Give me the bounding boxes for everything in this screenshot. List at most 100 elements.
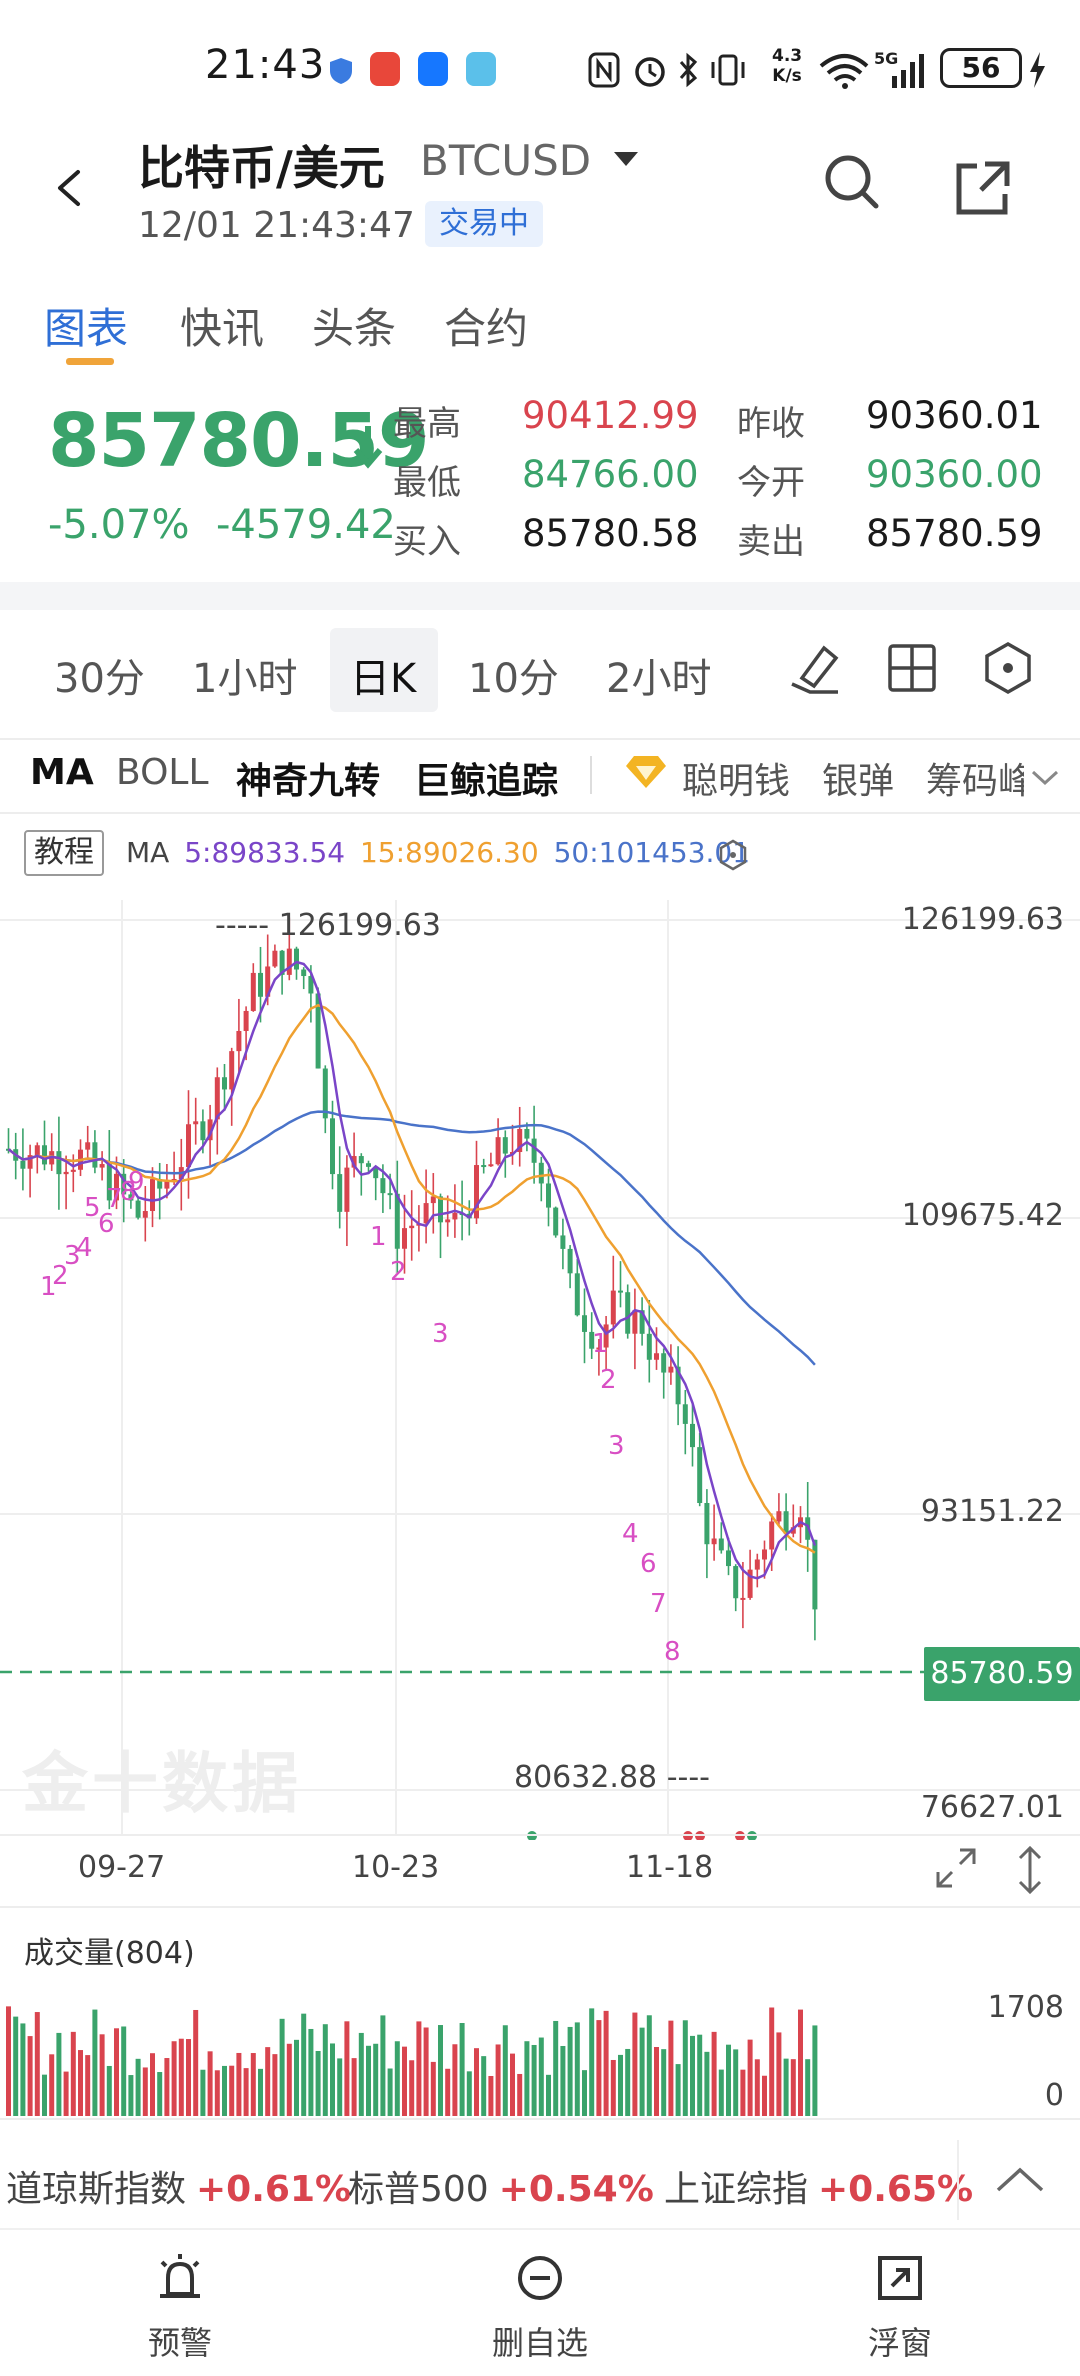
- nav-remove-watchlist[interactable]: 删自选: [440, 2250, 640, 2364]
- chevron-down-icon[interactable]: [614, 152, 638, 166]
- period-daily[interactable]: 日K: [350, 656, 417, 702]
- candle-body: [646, 1333, 652, 1360]
- ask-value: 85780.59: [866, 512, 1043, 555]
- chevron-up-icon[interactable]: [990, 2160, 1050, 2200]
- settings-hexagon-icon[interactable]: [980, 640, 1036, 696]
- volume-axis-top: 1708: [987, 1990, 1064, 2025]
- indicator-smart-money[interactable]: 聪明钱: [682, 761, 791, 802]
- volume-bar: [380, 2015, 386, 2116]
- vertical-resize-icon[interactable]: [1010, 1844, 1050, 1896]
- chevron-down-icon[interactable]: [1030, 768, 1060, 788]
- period-1h[interactable]: 1小时: [192, 656, 298, 702]
- nine-turn-marker: 6: [98, 1209, 115, 1239]
- nine-turn-marker: 9: [128, 1167, 145, 1197]
- volume-bar: [99, 2034, 105, 2116]
- indicator-whale-tracking[interactable]: 巨鲸追踪: [414, 761, 559, 802]
- diamond-icon: [626, 756, 666, 788]
- candle-body: [582, 1315, 587, 1332]
- volume-bar: [646, 2015, 652, 2116]
- candle-body: [322, 1068, 328, 1119]
- candle-body: [63, 1171, 69, 1175]
- nine-turn-marker: 7: [106, 1184, 123, 1214]
- volume-bar: [279, 2018, 285, 2116]
- back-icon[interactable]: [50, 168, 90, 208]
- volume-bar: [459, 2023, 465, 2116]
- volume-bar: [243, 2068, 249, 2116]
- candle-body: [589, 1331, 595, 1349]
- ticker-name: 道琼斯指数: [6, 2169, 187, 2210]
- last-price-tag: 85780.59: [924, 1647, 1080, 1701]
- volume-bar: [510, 2053, 515, 2116]
- bid-label: 买入: [393, 522, 461, 562]
- indicator-ma[interactable]: MA: [30, 752, 94, 793]
- volume-bar: [488, 2075, 494, 2116]
- layout-grid-icon[interactable]: [884, 640, 940, 696]
- volume-bar: [222, 2065, 227, 2116]
- price-axis-tick: 93151.22: [920, 1494, 1064, 1529]
- expand-icon[interactable]: [934, 1846, 978, 1890]
- volume-bar: [114, 2028, 119, 2116]
- candle-body: [603, 1324, 609, 1348]
- nine-turn-marker: 7: [650, 1589, 667, 1619]
- volume-bar: [387, 2068, 393, 2116]
- divider: [0, 812, 1080, 814]
- candle-body: [726, 1550, 731, 1567]
- nav-label: 浮窗: [867, 2324, 932, 2362]
- low-marker: 80632.88 ----: [514, 1760, 710, 1795]
- divider: [0, 1834, 1080, 1836]
- candle-body: [142, 1211, 148, 1218]
- alarm-icon: [160, 2254, 200, 2298]
- ticker-dow-jones[interactable]: 道琼斯指数 +0.61%: [6, 2160, 351, 2212]
- open-label: 今开: [737, 463, 805, 503]
- ma15-value: 15:89026.30: [359, 836, 539, 869]
- tab-flash-news[interactable]: 快讯: [180, 304, 265, 353]
- nine-turn-marker: 8: [664, 1637, 681, 1667]
- low-value: 84766.00: [522, 453, 699, 496]
- nine-turn-marker: 8: [120, 1177, 137, 1207]
- candle-body: [337, 1174, 343, 1212]
- ticker-sp500[interactable]: 标普500 +0.54%: [348, 2160, 654, 2212]
- indicator-boll[interactable]: BOLL: [116, 752, 209, 793]
- share-icon[interactable]: [955, 160, 1011, 216]
- candle-body: [315, 993, 321, 1069]
- candle-body: [445, 1219, 451, 1223]
- candle-body: [675, 1366, 681, 1405]
- volume-bar: [618, 2054, 623, 2116]
- candle-body: [610, 1290, 616, 1325]
- candle-body: [747, 1569, 753, 1598]
- volume-bar: [85, 2055, 91, 2116]
- ticker-shanghai[interactable]: 上证综指 +0.65%: [664, 2160, 973, 2212]
- nav-alert[interactable]: 预警: [80, 2250, 280, 2364]
- ticker-name: 标普500: [348, 2169, 489, 2210]
- candle-body: [358, 1156, 364, 1164]
- instrument-code[interactable]: BTCUSD: [420, 136, 592, 185]
- volume-bar: [718, 2069, 724, 2116]
- search-icon[interactable]: [822, 152, 882, 212]
- candle-body: [294, 948, 299, 970]
- volume-bar: [769, 2007, 775, 2116]
- volume-bar: [726, 2044, 731, 2116]
- volume-bar: [502, 2025, 508, 2116]
- tab-contracts[interactable]: 合约: [444, 304, 529, 353]
- tab-chart[interactable]: 图表: [44, 304, 129, 353]
- period-10m[interactable]: 10分: [468, 656, 559, 702]
- nav-float-window[interactable]: 浮窗: [800, 2250, 1000, 2364]
- period-30m[interactable]: 30分: [54, 656, 145, 702]
- settings-hexagon-icon[interactable]: [716, 838, 750, 872]
- candle-body: [668, 1366, 674, 1373]
- tab-headlines[interactable]: 头条: [312, 304, 397, 353]
- period-2h[interactable]: 2小时: [606, 656, 712, 702]
- volume-chart: [6, 2006, 818, 2116]
- nfc-icon: [588, 52, 620, 88]
- draw-tool-icon[interactable]: [788, 640, 844, 696]
- tutorial-button[interactable]: 教程: [24, 830, 104, 876]
- nine-turn-marker: 1: [370, 1222, 387, 1252]
- candle-body: [394, 1193, 400, 1249]
- indicator-nine-turns[interactable]: 神奇九转: [236, 761, 381, 802]
- indicator-silver-bullet[interactable]: 银弹: [822, 761, 895, 802]
- volume-bar: [286, 2043, 292, 2116]
- candle-body: [618, 1290, 623, 1293]
- ma5-value: 5:89833.54: [184, 836, 346, 869]
- indicator-chip-peak[interactable]: 筹码峰: [926, 761, 1024, 802]
